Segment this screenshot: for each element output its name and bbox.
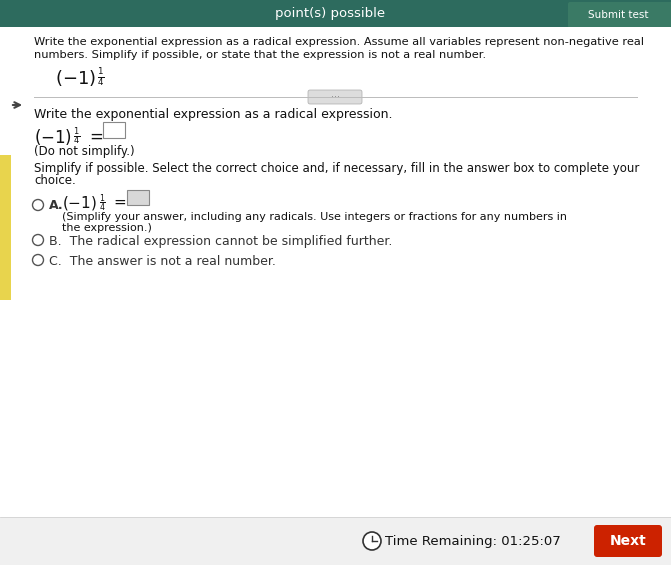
Text: $\frac{1}{4}$: $\frac{1}{4}$ xyxy=(73,125,81,147)
Text: (Do not simplify.): (Do not simplify.) xyxy=(34,145,135,158)
Text: Simplify if possible. Select the correct choice and, if necessary, fill in the a: Simplify if possible. Select the correct… xyxy=(34,162,639,175)
Text: C.  The answer is not a real number.: C. The answer is not a real number. xyxy=(49,255,276,268)
Text: B.  The radical expression cannot be simplified further.: B. The radical expression cannot be simp… xyxy=(49,235,393,248)
Bar xyxy=(0,517,671,565)
Text: point(s) possible: point(s) possible xyxy=(275,7,385,20)
Bar xyxy=(0,155,11,300)
Text: Write the exponential expression as a radical expression.: Write the exponential expression as a ra… xyxy=(34,108,393,121)
FancyBboxPatch shape xyxy=(308,90,362,104)
Bar xyxy=(0,0,671,27)
Text: $\frac{1}{4}$: $\frac{1}{4}$ xyxy=(99,193,106,215)
Text: Write the exponential expression as a radical expression. Assume all variables r: Write the exponential expression as a ra… xyxy=(34,37,644,47)
Bar xyxy=(127,190,149,205)
Text: $=$: $=$ xyxy=(86,127,103,145)
FancyBboxPatch shape xyxy=(568,2,671,28)
Circle shape xyxy=(32,199,44,211)
Text: $\frac{1}{4}$: $\frac{1}{4}$ xyxy=(97,66,105,88)
Text: $(-1)$: $(-1)$ xyxy=(34,127,72,147)
Text: the expression.): the expression.) xyxy=(62,223,152,233)
Text: $(-1)$: $(-1)$ xyxy=(55,68,96,88)
Text: A.: A. xyxy=(49,199,64,212)
Text: numbers. Simplify if possible, or state that the expression is not a real number: numbers. Simplify if possible, or state … xyxy=(34,50,486,60)
Bar xyxy=(103,122,125,138)
Text: $(-1)$: $(-1)$ xyxy=(62,194,97,212)
Text: Time Remaining: 01:25:07: Time Remaining: 01:25:07 xyxy=(385,534,561,547)
Text: (Simplify your answer, including any radicals. Use integers or fractions for any: (Simplify your answer, including any rad… xyxy=(62,212,567,222)
Circle shape xyxy=(32,254,44,266)
Circle shape xyxy=(363,532,381,550)
Text: Submit test: Submit test xyxy=(588,10,648,20)
FancyBboxPatch shape xyxy=(594,525,662,557)
Circle shape xyxy=(32,234,44,246)
Text: Next: Next xyxy=(610,534,646,548)
Text: $=$: $=$ xyxy=(111,194,127,209)
Text: choice.: choice. xyxy=(34,174,76,187)
Text: ···: ··· xyxy=(331,92,340,102)
